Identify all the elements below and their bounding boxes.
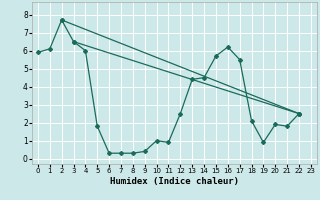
X-axis label: Humidex (Indice chaleur): Humidex (Indice chaleur) <box>110 177 239 186</box>
